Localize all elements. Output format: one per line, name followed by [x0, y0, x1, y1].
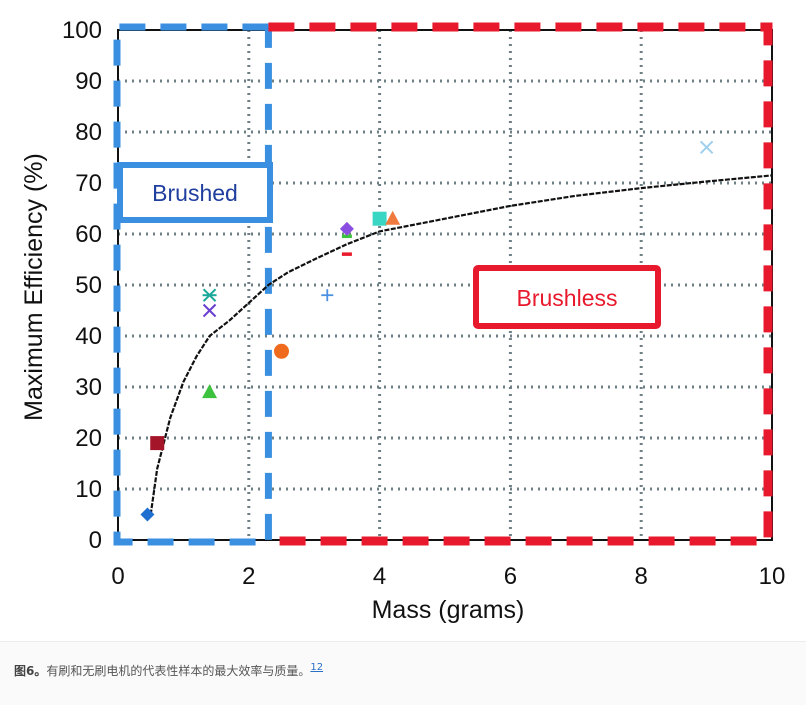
y-tick-label: 90: [75, 68, 102, 95]
marker-stroke: [202, 303, 217, 318]
data-point-circle: [274, 343, 289, 359]
data-point-x: [202, 303, 217, 318]
brushless-label: Brushless: [517, 285, 618, 311]
x-tick-label: 2: [242, 563, 255, 590]
y-tick-label: 10: [75, 476, 102, 503]
data-point-diamond: [339, 221, 354, 236]
x-axis-title: Mass (grams): [372, 596, 525, 624]
x-tick-label: 6: [504, 563, 517, 590]
grid: [118, 30, 772, 540]
data-point-star: [202, 288, 217, 302]
y-tick-label: 60: [75, 221, 102, 248]
y-tick-label: 80: [75, 119, 102, 146]
data-point-diamond: [140, 507, 155, 522]
data-point-x: [699, 140, 714, 155]
brushed-label: Brushed: [152, 180, 238, 206]
brushed-label-box: [117, 162, 273, 223]
data-point-square: [150, 436, 165, 451]
trend-curve: [149, 174, 773, 515]
x-tick-label: 10: [759, 563, 786, 590]
data-point-triangle: [385, 210, 401, 225]
figure-label: 图6。: [14, 664, 47, 678]
data-points: [140, 140, 714, 522]
figure: Brushed Brushless 0 2 4 6 8 10 0 10 20 30 40 50 60 70 8…: [20, 17, 785, 624]
data-point-plus: [321, 289, 334, 302]
trend-line: [149, 174, 773, 515]
data-point-square: [372, 211, 387, 226]
y-axis-title: Maximum Efficiency (%): [20, 153, 48, 421]
y-tick-label: 20: [75, 425, 102, 452]
y-tick-label: 70: [75, 170, 102, 197]
caption-text: 有刷和无刷电机的代表性样本的最大效率与质量。: [46, 664, 311, 678]
y-tick-label: 30: [75, 374, 102, 401]
y-tick-label: 40: [75, 323, 102, 350]
y-tick-label: 0: [89, 527, 102, 554]
marker-stroke: [699, 140, 714, 155]
brushless-label-box: [473, 265, 661, 329]
figure-caption: 图6。有刷和无刷电机的代表性样本的最大效率与质量。12: [14, 662, 323, 679]
y-tick-label: 50: [75, 272, 102, 299]
y-tick-label: 100: [62, 17, 102, 44]
data-point-dash: [341, 252, 352, 256]
data-point-triangle: [202, 384, 218, 399]
x-tick-label: 4: [373, 563, 386, 590]
regions: Brushed Brushless: [113, 22, 773, 546]
brushed-region-border: [113, 23, 272, 546]
x-tick-label: 0: [111, 563, 124, 590]
reference-link[interactable]: 12: [310, 662, 324, 673]
x-tick-label: 8: [635, 563, 648, 590]
caption-bar: 图6。有刷和无刷电机的代表性样本的最大效率与质量。12: [0, 641, 806, 705]
data-point-dash: [341, 234, 352, 239]
brushless-region-border: [268, 22, 773, 546]
